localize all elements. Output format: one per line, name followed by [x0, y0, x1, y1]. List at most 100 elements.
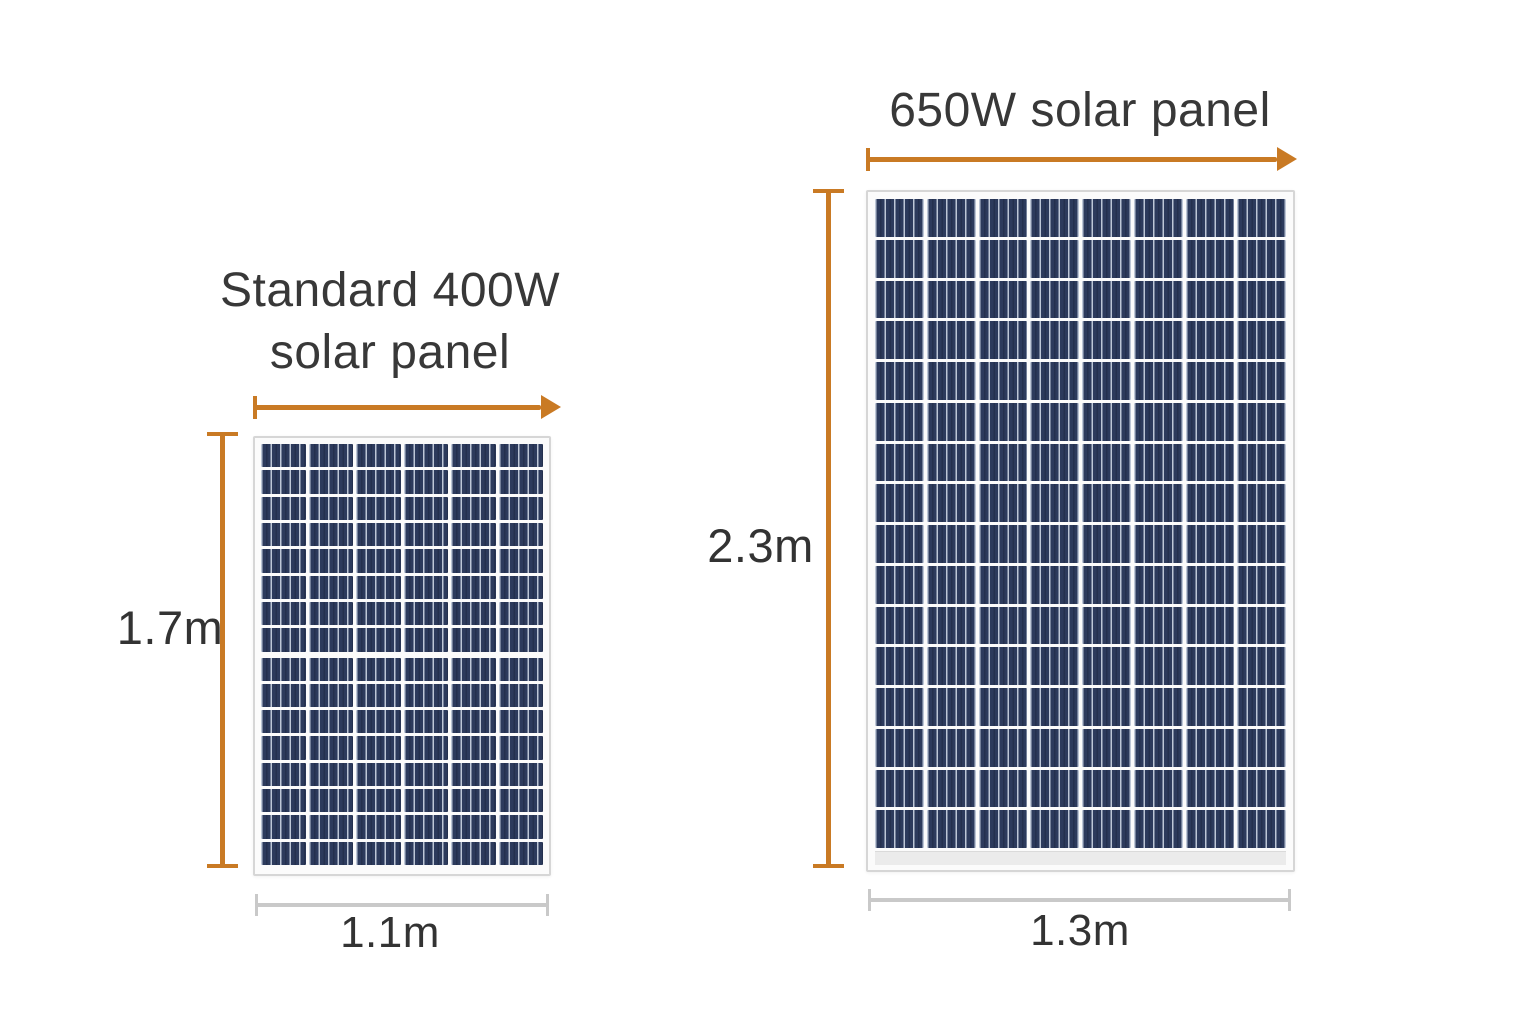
- solar-cell: [356, 683, 401, 708]
- solar-cell: [1133, 728, 1183, 767]
- solar-cell: [926, 239, 976, 278]
- solar-cell: [1237, 647, 1286, 685]
- solar-cell: [875, 402, 924, 441]
- solar-cell: [1030, 769, 1079, 808]
- solar-cell: [403, 762, 448, 787]
- solar-cell: [978, 484, 1028, 522]
- solar-cell: [1237, 728, 1286, 767]
- solar-cell: [1133, 565, 1183, 604]
- solar-cell: [356, 549, 401, 573]
- solar-cell: [1082, 606, 1131, 645]
- solar-cell: [1082, 525, 1131, 563]
- solar-cell: [261, 601, 306, 626]
- solar-cell: [308, 601, 353, 626]
- solar-cell: [261, 815, 306, 839]
- solar-cell: [978, 280, 1028, 319]
- solar-cell: [451, 657, 496, 681]
- solar-cell: [1030, 362, 1079, 400]
- solar-cell: [356, 762, 401, 787]
- solar-cell: [403, 496, 448, 520]
- solar-cell: [1030, 525, 1079, 563]
- solar-cell: [308, 657, 353, 681]
- solar-cell: [1185, 565, 1235, 604]
- solar-cell: [1237, 525, 1286, 563]
- solar-cell: [1082, 688, 1131, 726]
- solar-cell: [1082, 199, 1131, 237]
- solar-cell: [498, 683, 543, 708]
- solar-cell: [498, 496, 543, 520]
- solar-cell: [1082, 810, 1131, 848]
- solar-cell: [926, 321, 976, 359]
- solar-cell: [1133, 688, 1183, 726]
- solar-cell: [926, 606, 976, 645]
- solar-cell: [1185, 688, 1235, 726]
- solar-cell: [308, 710, 353, 734]
- solar-cell: [1082, 321, 1131, 359]
- height-measure-line-650w: [813, 189, 844, 868]
- solar-cell: [875, 810, 924, 848]
- title-650w-panel: 650W solar panel: [830, 80, 1330, 142]
- solar-cell: [498, 444, 543, 468]
- solar-cell: [308, 841, 353, 865]
- solar-cell: [403, 736, 448, 760]
- solar-cell: [875, 280, 924, 319]
- solar-cell: [1082, 565, 1131, 604]
- solar-cell: [451, 549, 496, 573]
- solar-cell: [1133, 647, 1183, 685]
- solar-cell: [1082, 402, 1131, 441]
- solar-cell: [1030, 565, 1079, 604]
- solar-cell: [403, 789, 448, 813]
- solar-cell: [1133, 443, 1183, 482]
- solar-cell: [356, 444, 401, 468]
- solar-cell: [978, 443, 1028, 482]
- solar-cell: [875, 525, 924, 563]
- solar-cell: [451, 522, 496, 547]
- solar-cell: [498, 575, 543, 599]
- solar-cell: [875, 199, 924, 237]
- solar-cell: [1082, 769, 1131, 808]
- solar-cell: [356, 841, 401, 865]
- solar-cell: [403, 628, 448, 652]
- solar-cell: [875, 443, 924, 482]
- title-650w-line1: 650W solar panel: [889, 84, 1271, 137]
- solar-cell: [926, 280, 976, 319]
- solar-cell: [1237, 443, 1286, 482]
- solar-cell: [1185, 525, 1235, 563]
- height-label-400w: 1.7m: [116, 601, 224, 654]
- solar-cell: [978, 239, 1028, 278]
- title-400w-panel: Standard 400W solar panel: [140, 260, 640, 384]
- solar-cell: [261, 789, 306, 813]
- solar-cell: [1185, 362, 1235, 400]
- solar-cell: [356, 575, 401, 599]
- solar-cell: [308, 470, 353, 494]
- solar-cell: [1030, 239, 1079, 278]
- solar-cell: [978, 565, 1028, 604]
- solar-cell: [356, 657, 401, 681]
- solar-cell: [403, 470, 448, 494]
- width-arrow-650w: [866, 147, 1297, 171]
- solar-cell: [926, 769, 976, 808]
- solar-cell: [926, 443, 976, 482]
- solar-cell: [1030, 443, 1079, 482]
- solar-cell: [1082, 484, 1131, 522]
- solar-cell: [1030, 606, 1079, 645]
- solar-cell: [451, 470, 496, 494]
- solar-cell: [1082, 239, 1131, 278]
- solar-panel-400w: [253, 436, 551, 876]
- solar-cell: [1185, 484, 1235, 522]
- solar-cell: [403, 549, 448, 573]
- solar-cell: [1237, 769, 1286, 808]
- solar-cell: [356, 522, 401, 547]
- solar-cell: [261, 496, 306, 520]
- solar-cell: [1133, 525, 1183, 563]
- solar-cell: [978, 362, 1028, 400]
- solar-cell: [498, 789, 543, 813]
- solar-cell: [308, 496, 353, 520]
- solar-cell: [1082, 362, 1131, 400]
- solar-cell: [261, 549, 306, 573]
- solar-cell: [308, 628, 353, 652]
- solar-cell: [451, 841, 496, 865]
- solar-cell: [356, 601, 401, 626]
- solar-cell: [1185, 769, 1235, 808]
